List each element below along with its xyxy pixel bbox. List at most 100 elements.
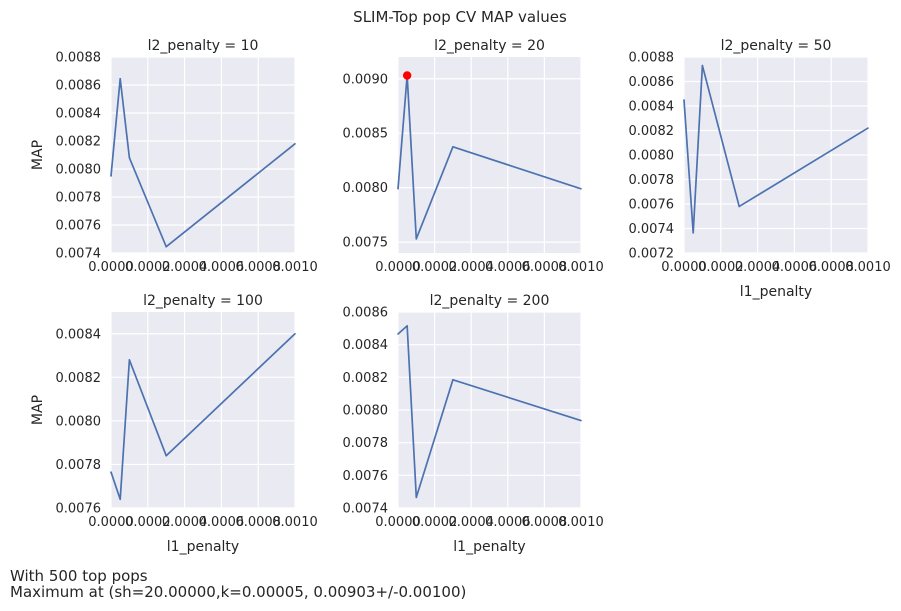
- data-point: [580, 419, 582, 422]
- y-tick-label: 0.0090: [343, 72, 389, 87]
- y-tick-label: 0.0082: [343, 371, 389, 386]
- x-tick-label: 0.0010: [272, 260, 318, 275]
- y-tick-label: 0.0076: [343, 469, 389, 484]
- x-tick-label: 0.0004: [448, 260, 494, 275]
- data-point: [415, 238, 418, 240]
- data-point: [110, 471, 112, 473]
- y-tick-label: 0.0084: [56, 327, 102, 342]
- y-tick-label: 0.0085: [343, 127, 389, 142]
- y-tick-label: 0.0080: [629, 149, 675, 164]
- y-tick-label: 0.0076: [56, 219, 102, 234]
- x-tick-label: 0.0002: [698, 260, 744, 275]
- y-tick-label: 0.0075: [343, 236, 389, 251]
- data-point: [452, 146, 454, 148]
- subplot-title: l2_penalty = 20: [434, 38, 545, 54]
- x-tick-label: 0.0006: [772, 260, 818, 275]
- y-tick-label: 0.0080: [343, 404, 389, 419]
- x-tick-label: 0.0008: [235, 260, 281, 275]
- data-point: [294, 332, 296, 335]
- y-tick-label: 0.0074: [56, 247, 102, 262]
- x-tick-label: 0.0010: [845, 260, 891, 275]
- y-tick-label: 0.0088: [629, 51, 675, 66]
- data-point: [452, 378, 454, 381]
- y-tick-label: 0.0078: [56, 191, 102, 206]
- plot-area: [111, 312, 295, 508]
- data-point: [165, 245, 167, 248]
- y-tick-label: 0.0078: [343, 436, 389, 451]
- x-tick-label: 0.0006: [199, 260, 245, 275]
- x-tick-label: 0.0010: [558, 515, 604, 530]
- x-axis-label: l1_penalty: [740, 284, 812, 300]
- data-point: [128, 359, 131, 361]
- x-tick-label: 0.0008: [522, 260, 568, 275]
- data-point: [701, 64, 704, 67]
- y-tick-label: 0.0074: [343, 502, 389, 517]
- y-tick-label: 0.0088: [56, 51, 102, 66]
- y-tick-label: 0.0078: [629, 173, 675, 188]
- data-point: [738, 205, 740, 208]
- x-tick-label: 0.0006: [485, 260, 531, 275]
- x-tick-label: 0.0002: [125, 260, 171, 275]
- y-tick-label: 0.0082: [56, 135, 102, 150]
- x-tick-label: 0.0002: [125, 515, 171, 530]
- x-tick-label: 0.0010: [272, 515, 318, 530]
- data-point: [867, 127, 869, 129]
- plot-area: [111, 57, 295, 253]
- x-tick-label: 0.0004: [735, 260, 781, 275]
- data-point: [683, 99, 685, 101]
- x-tick-label: 0.0006: [485, 515, 531, 530]
- data-point: [692, 231, 694, 234]
- x-tick-label: 0.0004: [162, 260, 208, 275]
- x-tick-label: 0.0000: [88, 260, 134, 275]
- subplot-title: l2_penalty = 100: [143, 293, 263, 309]
- subplot-title: l2_penalty = 200: [430, 293, 550, 309]
- footer-line-2: Maximum at (sh=20.00000,k=0.00005, 0.009…: [10, 583, 467, 601]
- x-tick-label: 0.0008: [522, 515, 568, 530]
- x-axis-label: l1_penalty: [453, 539, 525, 555]
- x-tick-label: 0.0002: [412, 515, 458, 530]
- x-tick-label: 0.0010: [558, 260, 604, 275]
- y-tick-label: 0.0080: [56, 414, 102, 429]
- data-point: [119, 77, 121, 80]
- data-point: [397, 187, 399, 190]
- data-point: [397, 333, 399, 335]
- y-axis-label: MAP: [30, 140, 46, 170]
- y-tick-label: 0.0086: [629, 75, 675, 90]
- x-tick-label: 0.0000: [375, 515, 421, 530]
- data-point: [165, 454, 167, 457]
- x-axis-label: l1_penalty: [167, 539, 239, 555]
- figure-title: SLIM-Top pop CV MAP values: [353, 8, 567, 26]
- subplot-title: l2_penalty = 10: [148, 38, 259, 54]
- x-tick-label: 0.0000: [88, 515, 134, 530]
- subplot-title: l2_penalty = 50: [721, 38, 832, 54]
- x-tick-label: 0.0000: [375, 260, 421, 275]
- x-tick-label: 0.0004: [448, 515, 494, 530]
- data-point: [406, 325, 408, 327]
- data-point: [580, 187, 582, 190]
- data-point: [128, 157, 131, 159]
- y-tick-label: 0.0080: [343, 181, 389, 196]
- y-tick-label: 0.0072: [629, 247, 675, 262]
- y-tick-label: 0.0084: [343, 338, 389, 353]
- y-tick-label: 0.0080: [56, 163, 102, 178]
- y-tick-label: 0.0076: [56, 502, 102, 517]
- y-axis-label: MAP: [30, 395, 46, 425]
- maximum-marker: [402, 71, 412, 80]
- x-tick-label: 0.0004: [162, 515, 208, 530]
- x-tick-label: 0.0000: [661, 260, 707, 275]
- y-tick-label: 0.0084: [629, 100, 675, 115]
- footer-line-1: With 500 top pops: [10, 567, 148, 585]
- x-tick-label: 0.0002: [412, 260, 458, 275]
- plot-area: [398, 57, 581, 253]
- y-tick-label: 0.0086: [56, 79, 102, 94]
- data-point: [294, 143, 296, 145]
- x-tick-label: 0.0008: [235, 515, 281, 530]
- y-tick-label: 0.0084: [56, 107, 102, 122]
- x-tick-label: 0.0006: [199, 515, 245, 530]
- subplot-grid: 0.00000.00020.00040.00060.00080.00100.00…: [30, 38, 891, 555]
